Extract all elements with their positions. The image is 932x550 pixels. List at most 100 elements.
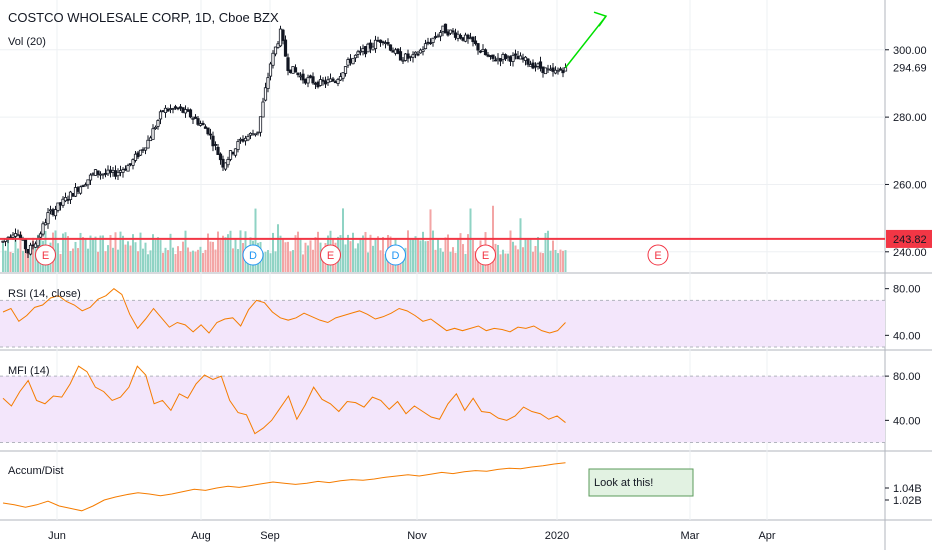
- candle-body: [441, 25, 445, 32]
- volume-bar: [227, 234, 229, 272]
- volume-bar: [104, 251, 107, 272]
- volume-bar: [294, 235, 297, 272]
- candle-body: [473, 40, 478, 45]
- candle-body: [343, 66, 348, 74]
- candle-body: [551, 67, 555, 72]
- volume-bar: [454, 252, 457, 272]
- volume-bar: [277, 224, 279, 272]
- candle-body: [538, 61, 543, 69]
- candle-body: [113, 170, 118, 177]
- candle-body: [118, 170, 123, 173]
- volume-bar: [467, 234, 469, 272]
- volume-bar: [137, 251, 139, 272]
- volume-bar: [367, 252, 369, 272]
- volume-bar: [239, 230, 242, 272]
- candle-body: [16, 234, 20, 237]
- volume-bar: [202, 253, 204, 272]
- candle-body: [376, 39, 380, 42]
- candle-body: [403, 53, 408, 61]
- volume-bar: [427, 240, 429, 272]
- candle-body: [223, 162, 228, 170]
- candle-body: [526, 58, 530, 65]
- candle-body: [396, 48, 400, 54]
- volume-bar: [22, 250, 24, 272]
- candle-body: [253, 133, 258, 136]
- volume-bar: [134, 242, 137, 272]
- volume-bar: [149, 250, 152, 272]
- candle-body: [231, 151, 235, 155]
- candle-body: [406, 53, 410, 59]
- volume-bar: [349, 241, 352, 272]
- candle-body: [178, 106, 183, 109]
- volume-bar: [267, 250, 269, 272]
- volume-bar: [357, 243, 359, 272]
- volume-bar: [404, 247, 407, 272]
- volume-bar: [62, 233, 64, 272]
- candle-body: [448, 29, 453, 34]
- candle-body: [486, 54, 490, 57]
- candle-body: [226, 159, 230, 166]
- candle-body: [168, 108, 173, 110]
- volume-bar: [474, 251, 477, 272]
- volume-bar: [442, 251, 444, 272]
- annotation-callout[interactable]: Look at this!: [588, 468, 694, 497]
- candle-body: [386, 41, 390, 45]
- candle-body: [458, 34, 463, 39]
- volume-bar: [164, 247, 167, 272]
- candle-body: [383, 42, 388, 45]
- candle-body: [518, 55, 523, 60]
- candle-body: [233, 148, 238, 156]
- candle-body: [123, 168, 128, 171]
- mfi-label: MFI (14): [8, 365, 50, 377]
- volume-bar: [99, 235, 102, 272]
- candle-body: [353, 54, 358, 59]
- volume-bar: [274, 251, 277, 272]
- volume-bar: [374, 238, 377, 272]
- volume-bar: [182, 241, 184, 272]
- volume-bar: [439, 248, 442, 272]
- volume-bar: [72, 248, 74, 272]
- volume-bar: [19, 231, 22, 272]
- projection-arrow[interactable]: [564, 11, 608, 69]
- candle-body: [51, 209, 55, 215]
- volume-bar: [542, 253, 544, 272]
- candle-body: [388, 44, 393, 51]
- candle-body: [228, 150, 233, 160]
- candle-body: [271, 52, 275, 66]
- time-tick-label: 2020: [545, 530, 569, 542]
- volume-bar: [177, 246, 179, 272]
- volume-bar: [219, 240, 222, 272]
- candle-body: [366, 43, 370, 53]
- candle-body: [18, 234, 23, 239]
- candle-body: [443, 23, 448, 34]
- volume-bar: [54, 230, 57, 272]
- candle-body: [471, 36, 475, 43]
- candle-body: [333, 81, 338, 84]
- candle-body: [543, 67, 548, 75]
- volume-bar: [382, 236, 384, 272]
- candle-body: [96, 170, 100, 175]
- volume-bar: [462, 244, 464, 272]
- volume-bar: [262, 252, 264, 272]
- candle-body: [116, 171, 120, 177]
- volume-bar: [184, 230, 187, 272]
- volume-bar: [522, 247, 524, 272]
- rsi-tick-label: 40.00: [893, 330, 921, 342]
- mfi-tick-label: 80.00: [893, 371, 921, 383]
- time-tick-label: Jun: [48, 530, 66, 542]
- volume-bar: [199, 246, 202, 272]
- candle-body: [263, 87, 268, 101]
- candle-body: [368, 42, 373, 49]
- price-pane[interactable]: [0, 0, 885, 272]
- arrow-head: [593, 11, 608, 27]
- candle-body: [88, 174, 93, 181]
- candle-body: [143, 147, 148, 151]
- volume-bar: [127, 241, 129, 272]
- candle-body: [238, 138, 243, 141]
- candle-body: [521, 57, 525, 60]
- candle-body: [278, 28, 283, 47]
- candle-body: [503, 54, 508, 60]
- volume-bar: [204, 249, 207, 272]
- volume-bar: [179, 250, 182, 272]
- earnings-marker: [475, 244, 496, 266]
